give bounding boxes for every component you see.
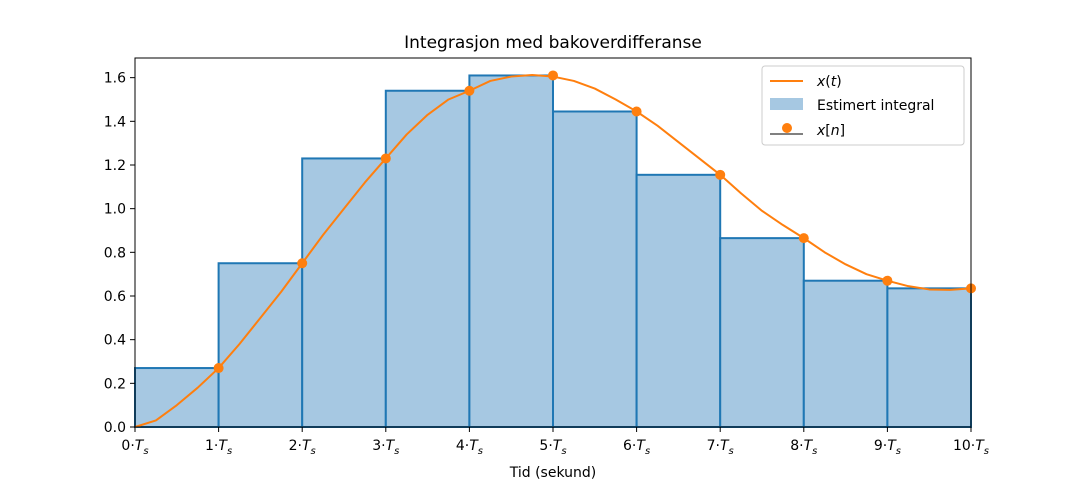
x-tick-label-9: 9·Ts — [874, 438, 901, 457]
bar-7 — [719, 237, 805, 428]
bar-6 — [635, 173, 722, 428]
sample-point-7 — [798, 233, 809, 244]
bar-8 — [802, 279, 889, 428]
x-axis-label: Tid (sekund) — [509, 465, 597, 480]
bars-layer — [134, 74, 973, 429]
y-tick-label-5: 1.0 — [104, 202, 126, 218]
bar-5 — [552, 110, 638, 428]
x-tick-label-6: 6·Ts — [623, 438, 650, 457]
sample-point-0 — [213, 363, 224, 374]
legend-label-estimert-integral: Estimert integral — [817, 98, 934, 114]
sample-point-6 — [715, 169, 726, 180]
legend-label-x-n: x[n] — [816, 123, 845, 139]
y-tick-label-3: 0.6 — [104, 289, 126, 305]
bar-1 — [217, 262, 304, 429]
sample-point-3 — [464, 85, 475, 96]
x-tick-label-4: 4·Ts — [456, 438, 483, 457]
y-tick-label-1: 0.2 — [104, 376, 126, 392]
sample-point-1 — [297, 258, 308, 269]
x-tick-label-1: 1·Ts — [205, 438, 232, 457]
sample-point-4 — [548, 70, 558, 81]
x-tick-label-3: 3·Ts — [372, 438, 399, 457]
chart-title: Integrasjon med bakoverdifferanse — [404, 33, 702, 53]
y-tick-label-0: 0.0 — [104, 420, 126, 436]
sample-point-8 — [882, 275, 893, 286]
bar-2 — [301, 157, 387, 428]
x-axis: 0·Ts 1·Ts 2·Ts 3·Ts 4·Ts 5·Ts 6·Ts 7·Ts 8·Ts 9·Ts… — [121, 427, 989, 457]
y-tick-label-4: 0.8 — [104, 245, 126, 261]
points-layer — [213, 70, 976, 374]
x-tick-label-0: 0·Ts — [121, 438, 148, 457]
y-tick-label-7: 1.4 — [104, 114, 126, 130]
bar-3 — [384, 89, 471, 429]
x-tick-label-2: 2·Ts — [289, 438, 316, 457]
sample-point-2 — [380, 153, 391, 164]
sample-point-5 — [631, 106, 642, 117]
legend-stem-marker — [782, 123, 792, 133]
y-tick-label-8: 1.6 — [104, 71, 126, 87]
y-tick-label-6: 1.2 — [104, 158, 126, 174]
legend-label-x-t: x(t) — [816, 74, 842, 90]
x-tick-label-8: 8·Ts — [790, 438, 817, 457]
legend-frame — [761, 65, 965, 146]
legend-patch-swatch — [770, 98, 803, 110]
y-tick-label-2: 0.4 — [104, 333, 126, 349]
x-tick-label-10: 10·Ts — [953, 438, 989, 457]
bar-9 — [886, 287, 973, 429]
x-tick-label-7: 7·Ts — [707, 438, 734, 457]
legend: x(t) Estimert integral x[n] — [761, 65, 965, 146]
bar-0 — [134, 367, 220, 428]
y-axis: 0.0 0.2 0.4 0.6 0.8 1.0 1.2 1.4 1.6 — [104, 71, 135, 436]
x-tick-label-5: 5·Ts — [539, 438, 566, 457]
bar-4 — [468, 74, 554, 428]
